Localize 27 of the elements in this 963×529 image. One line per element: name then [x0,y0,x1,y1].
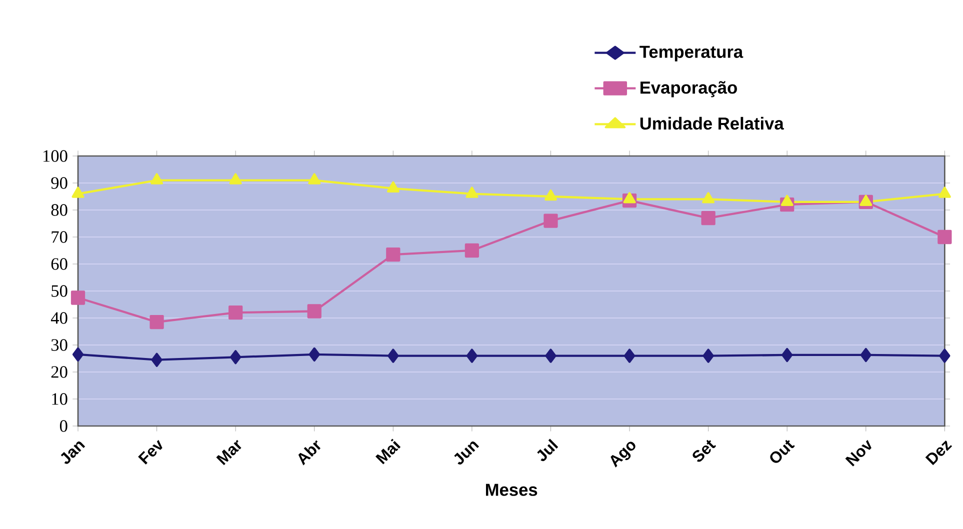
y-tick-label: 100 [43,150,68,162]
legend-label: Umidade Relativa [640,116,784,130]
x-tick-label: Dez [925,440,952,466]
y-tick-label: 70 [52,231,68,243]
x-tick-label: Mar [216,440,242,466]
x-tick-label: Set [692,440,716,462]
x-tick-label: Fev [138,440,162,465]
legend-label: Temperatura [640,46,744,62]
legend-label: Evaporação [640,81,737,98]
x-tick-label: Jul [537,438,558,462]
y-tick-label: 80 [51,204,68,216]
y-tick-label: 20 [51,366,68,378]
x-axis-title: Meses [486,484,538,496]
x-tick-label: Abr [298,440,321,466]
y-tick-label: 40 [50,312,68,324]
y-tick-label: 30 [51,339,68,351]
y-tick-label: 0 [60,420,68,432]
y-tick-label: 60 [51,258,68,270]
y-tick-label: 10 [52,393,68,405]
x-tick-label: Jan [60,442,86,464]
y-tick-label: 90 [51,177,68,189]
x-tick-label: Jun [454,441,480,464]
x-tick-label: Out [770,440,795,463]
y-tick-label: 50 [52,285,68,297]
x-tick-label: Mai [375,438,401,464]
x-tick-label: Nov [845,440,872,466]
x-tick-label: Ago [610,442,636,468]
